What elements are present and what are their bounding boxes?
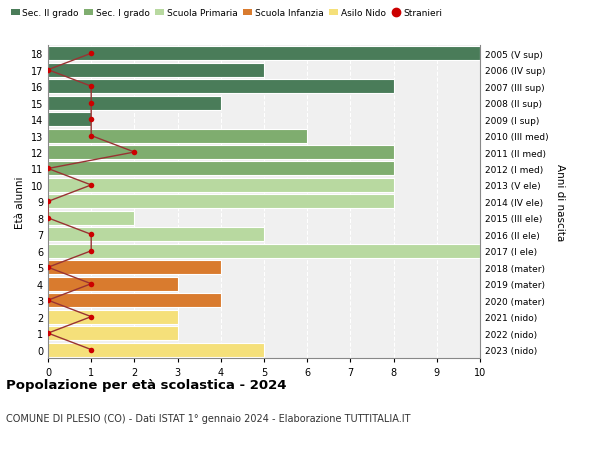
Point [43,330,53,337]
Bar [48,47,480,61]
Bar [48,63,264,78]
Point [86,133,96,140]
Bar [48,343,264,357]
Y-axis label: Anni di nascita: Anni di nascita [555,163,565,241]
Bar [48,261,221,274]
Point [130,149,139,157]
Bar [48,179,394,192]
Bar [48,294,221,308]
Point [86,50,96,58]
Point [43,67,53,74]
Point [86,100,96,107]
Point [86,83,96,90]
Point [86,231,96,239]
Bar [48,96,221,110]
Point [86,182,96,189]
Bar [48,326,178,341]
Bar [48,228,264,242]
Bar [48,310,178,324]
Bar [48,80,394,94]
Point [86,280,96,288]
Bar [48,162,394,176]
Point [86,116,96,123]
Point [43,264,53,271]
Y-axis label: Età alunni: Età alunni [15,176,25,228]
Text: Popolazione per età scolastica - 2024: Popolazione per età scolastica - 2024 [6,379,287,392]
Bar [48,129,307,143]
Point [43,215,53,222]
Bar [48,212,134,225]
Point [86,247,96,255]
Point [86,313,96,321]
Bar [48,113,91,127]
Point [43,165,53,173]
Bar [48,277,178,291]
Bar [48,244,480,258]
Bar [48,195,394,209]
Legend: Sec. II grado, Sec. I grado, Scuola Primaria, Scuola Infanzia, Asilo Nido, Stran: Sec. II grado, Sec. I grado, Scuola Prim… [11,9,442,18]
Text: COMUNE DI PLESIO (CO) - Dati ISTAT 1° gennaio 2024 - Elaborazione TUTTITALIA.IT: COMUNE DI PLESIO (CO) - Dati ISTAT 1° ge… [6,413,410,423]
Point [43,297,53,304]
Bar [48,146,394,160]
Point [86,346,96,353]
Point [43,198,53,206]
